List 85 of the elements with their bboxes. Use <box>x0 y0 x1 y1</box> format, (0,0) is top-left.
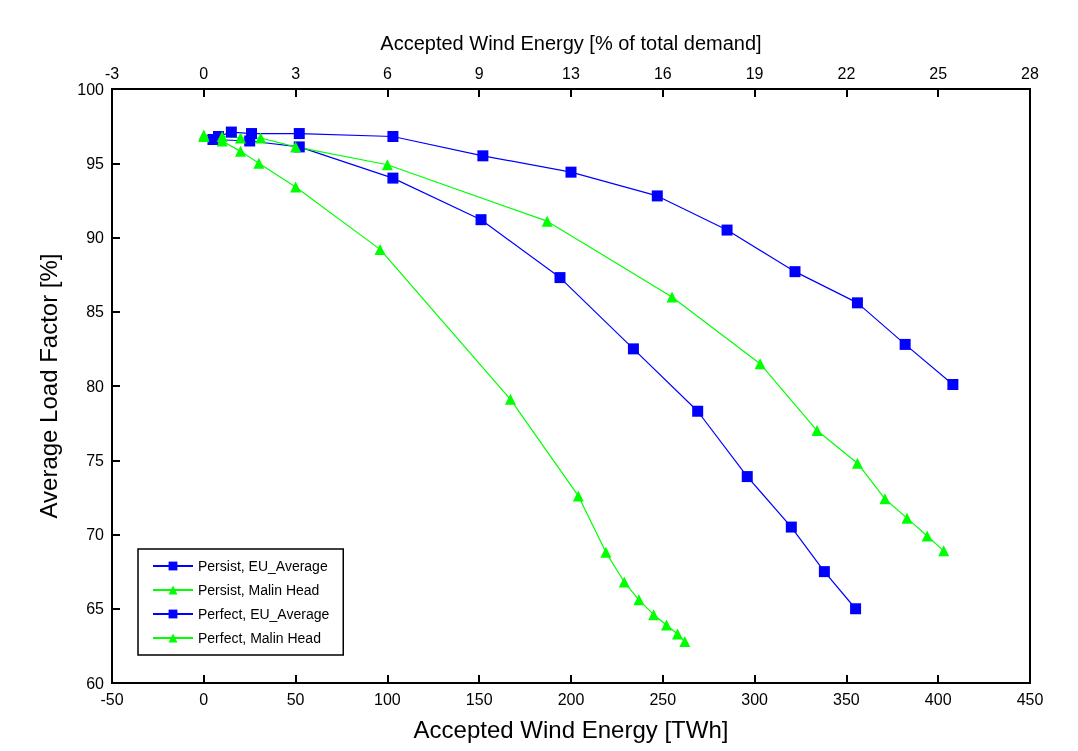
x2-tick-label: 3 <box>291 64 301 82</box>
point <box>818 566 830 578</box>
y-tick-label: 85 <box>86 303 105 321</box>
point <box>851 297 863 309</box>
point <box>901 512 913 524</box>
y-tick-label: 65 <box>86 600 105 618</box>
x-tick-label: -50 <box>100 690 124 708</box>
point <box>235 132 247 144</box>
x2-tick-label: 25 <box>929 64 948 82</box>
point <box>789 266 801 278</box>
point <box>651 190 663 202</box>
x-tick-label: 450 <box>1016 690 1044 708</box>
x-tick-label: 300 <box>741 690 769 708</box>
point <box>921 530 933 542</box>
x2-tick-label: 19 <box>745 64 764 82</box>
point <box>387 131 399 143</box>
point <box>255 132 267 144</box>
x-tick-label: 350 <box>833 690 860 708</box>
x2-tick-label: 28 <box>1021 64 1039 82</box>
point <box>475 214 487 226</box>
x-tick-label: 200 <box>557 690 585 708</box>
point <box>851 457 863 469</box>
point <box>633 594 645 606</box>
y-tick-label: 90 <box>86 229 105 246</box>
point <box>565 166 577 178</box>
point <box>627 343 639 355</box>
x2-tick-label: 13 <box>562 64 580 82</box>
x2-tick-label: 9 <box>474 64 484 82</box>
x-tick-label: 0 <box>199 690 209 708</box>
point <box>666 291 678 303</box>
point <box>785 521 797 533</box>
point <box>850 603 862 615</box>
x-tick-label: 100 <box>374 690 401 708</box>
point <box>246 128 258 140</box>
point <box>374 243 386 255</box>
point <box>572 490 584 502</box>
point <box>811 425 823 437</box>
x-tick-label: 400 <box>924 690 952 708</box>
point <box>600 546 612 558</box>
y-tick-label: 95 <box>86 154 105 172</box>
point <box>293 128 305 140</box>
x-tick-label: 250 <box>649 690 677 708</box>
x2-tick-label: 0 <box>199 64 209 82</box>
point <box>721 224 733 236</box>
legend-label: Persist, Malin Head <box>198 582 320 598</box>
point <box>253 157 265 169</box>
point <box>671 628 683 640</box>
legend-label: Perfect, EU_Average <box>198 606 330 622</box>
x-tick-label: 50 <box>286 690 305 708</box>
y-tick-label: 80 <box>86 377 105 395</box>
point <box>660 619 672 631</box>
point <box>225 126 237 138</box>
point <box>692 405 704 417</box>
point <box>387 172 399 184</box>
point <box>504 393 516 405</box>
y-tick-label: 100 <box>77 80 105 98</box>
point <box>679 635 691 647</box>
point <box>235 145 247 157</box>
y-tick-label: 70 <box>86 526 105 543</box>
point <box>290 181 302 193</box>
point <box>648 609 660 621</box>
x-axis-title: Accepted Wind Energy [TWh] <box>413 715 729 743</box>
point <box>216 131 228 143</box>
point <box>618 576 630 588</box>
point <box>381 159 393 171</box>
point <box>477 150 489 162</box>
point <box>899 338 911 350</box>
y-tick-label: 75 <box>86 451 105 469</box>
legend-label: Persist, EU_Average <box>198 558 328 574</box>
point <box>741 471 753 483</box>
x-tick-label: 150 <box>465 690 493 708</box>
x2-tick-label: 22 <box>837 64 856 82</box>
x2-axis-title: Accepted Wind Energy [% of total demand] <box>380 32 762 54</box>
point <box>541 215 553 227</box>
x2-tick-label: -3 <box>104 64 120 82</box>
x2-tick-label: 6 <box>382 64 392 82</box>
point <box>947 379 959 391</box>
point <box>938 545 950 557</box>
y-axis-title: Average Load Factor [%] <box>34 253 62 519</box>
x2-tick-label: 16 <box>653 64 672 82</box>
point <box>879 493 891 505</box>
point <box>754 358 766 370</box>
y-tick-label: 60 <box>86 674 105 692</box>
point <box>554 272 566 284</box>
legend-label: Perfect, Malin Head <box>198 630 321 646</box>
